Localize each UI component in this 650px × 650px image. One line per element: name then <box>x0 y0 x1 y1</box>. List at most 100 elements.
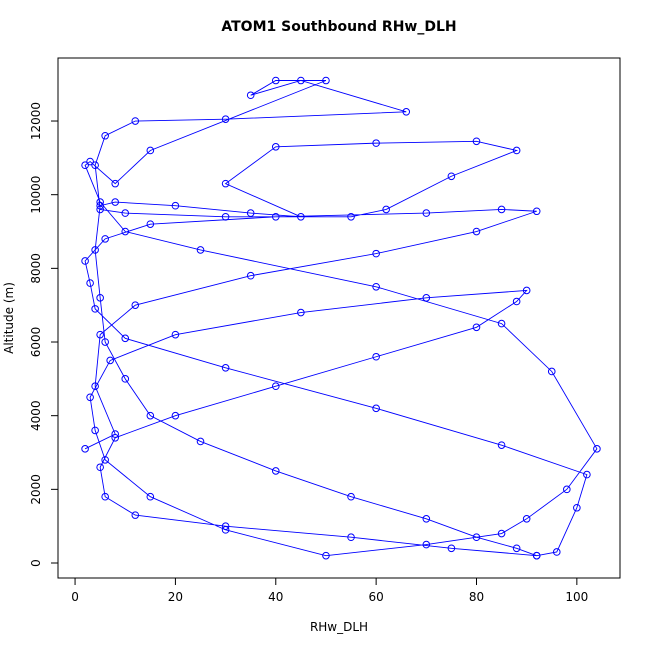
data-point <box>221 522 230 530</box>
data-point <box>96 294 104 302</box>
x-tick-label: 100 <box>565 590 588 604</box>
data-point <box>512 297 521 306</box>
data-point <box>382 205 390 214</box>
data-point <box>497 441 506 449</box>
data-point <box>111 430 120 438</box>
data-point <box>402 108 411 116</box>
data-point <box>91 382 99 391</box>
data-point <box>146 146 155 155</box>
data-point <box>322 551 330 560</box>
data-point <box>96 201 104 210</box>
data-point <box>121 334 130 343</box>
data-point <box>271 143 280 151</box>
data-point <box>522 286 531 295</box>
data-point <box>512 544 521 553</box>
x-axis-label: RHw_DLH <box>310 620 368 634</box>
data-point <box>422 515 431 523</box>
data-point <box>532 207 541 216</box>
data-point <box>472 323 481 332</box>
data-point <box>522 515 531 523</box>
data-point <box>583 470 591 479</box>
data-point <box>101 338 109 346</box>
data-point <box>246 209 255 217</box>
data-point <box>563 485 571 494</box>
data-point <box>171 330 180 339</box>
data-point <box>271 212 280 221</box>
data-point <box>146 492 155 501</box>
x-tick-label: 60 <box>368 590 383 604</box>
x-tick-label: 20 <box>168 590 183 604</box>
data-point <box>101 235 109 243</box>
data-point <box>81 257 89 265</box>
data-point <box>221 212 230 221</box>
data-point <box>472 137 481 146</box>
data-point <box>171 201 180 210</box>
data-point <box>472 227 481 236</box>
data-point <box>422 294 431 302</box>
data-point <box>297 76 305 85</box>
data-point <box>171 411 180 420</box>
data-point <box>121 209 130 217</box>
data-point <box>111 179 120 188</box>
y-tick-label: 12000 <box>29 102 43 140</box>
data-point <box>121 375 130 383</box>
data-point <box>422 540 431 549</box>
data-point <box>246 91 255 100</box>
data-point <box>101 492 109 501</box>
data-point <box>101 456 109 464</box>
data-point <box>573 503 581 512</box>
data-point <box>497 205 506 214</box>
y-tick-label: 2000 <box>29 474 43 505</box>
chart-title: ATOM1 Southbound RHw_DLH <box>221 19 456 35</box>
x-tick-label: 0 <box>71 590 79 604</box>
data-point <box>96 463 104 472</box>
data-point <box>221 526 230 534</box>
data-point <box>372 139 380 147</box>
data-point <box>81 445 89 453</box>
y-tick-label: 4000 <box>29 400 43 431</box>
data-point <box>111 198 120 206</box>
data-point <box>146 220 155 228</box>
data-point <box>96 205 104 214</box>
data-point <box>86 157 94 166</box>
y-tick-label: 6000 <box>29 327 43 358</box>
data-point <box>322 76 330 85</box>
data-point <box>96 198 104 206</box>
data-point <box>372 282 380 291</box>
data-point <box>131 301 140 309</box>
data-point <box>472 533 481 542</box>
data-point <box>497 319 506 328</box>
data-point <box>547 367 556 376</box>
data-point <box>297 212 305 221</box>
data-point <box>91 246 99 254</box>
data-point <box>101 131 109 140</box>
data-point <box>447 544 456 553</box>
data-point <box>131 511 140 519</box>
y-tick-label: 8000 <box>29 253 43 284</box>
data-point <box>271 382 280 391</box>
data-point <box>96 330 104 339</box>
data-point <box>347 492 355 501</box>
y-axis-label: Altitude (m) <box>2 282 16 354</box>
data-point <box>91 305 99 313</box>
data-point <box>106 356 114 365</box>
data-point <box>91 161 99 170</box>
data-point <box>532 551 541 560</box>
data-point <box>372 352 380 361</box>
data-point <box>372 249 380 258</box>
data-point <box>221 179 230 188</box>
data-point <box>347 212 355 221</box>
data-point <box>131 117 140 125</box>
data-point <box>91 426 99 435</box>
data-point <box>81 161 89 170</box>
data-point <box>221 363 230 372</box>
data-point <box>121 227 130 236</box>
data-point <box>422 209 431 217</box>
x-tick-label: 80 <box>469 590 484 604</box>
data-point <box>221 115 230 123</box>
y-tick-label: 0 <box>29 559 43 567</box>
data-point <box>196 437 205 446</box>
x-tick-label: 40 <box>268 590 283 604</box>
